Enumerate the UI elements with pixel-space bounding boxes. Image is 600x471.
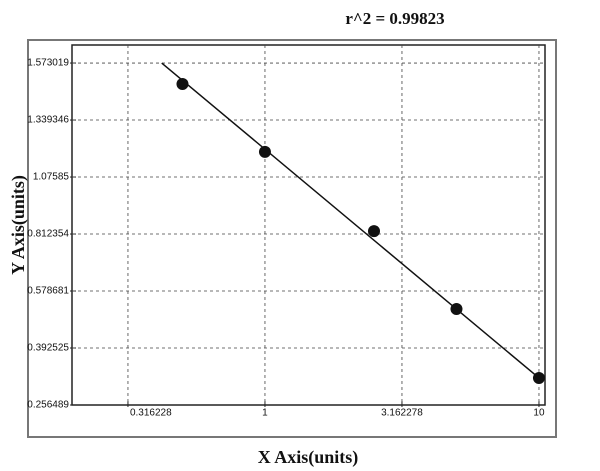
y-tick-label: 0.392525 <box>27 343 69 354</box>
y-tick-label: 0.256489 <box>27 400 69 411</box>
y-tick-label: 1.339346 <box>27 115 69 126</box>
data-point <box>367 225 380 238</box>
y-tick-label: 0.578681 <box>27 286 69 297</box>
x-tick-label: 10 <box>533 408 545 419</box>
y-tick-label: 1.07585 <box>33 172 70 183</box>
y-tick-label: 0.812354 <box>27 229 69 240</box>
x-tick-label: 1 <box>262 408 268 419</box>
x-axis-label: X Axis(units) <box>258 447 359 468</box>
fit-line <box>161 62 540 379</box>
data-point <box>532 371 545 384</box>
y-tick-label: 1.573019 <box>27 58 69 69</box>
plot-area <box>71 44 546 406</box>
x-tick-label: 0.316228 <box>130 408 172 419</box>
frame <box>27 39 557 438</box>
data-point <box>258 145 271 158</box>
data-point <box>176 78 189 91</box>
x-tick-label: 3.162278 <box>381 408 423 419</box>
chart-title: r^2 = 0.99823 <box>345 9 444 28</box>
y-axis-label: Y Axis(units) <box>8 175 29 275</box>
data-point <box>450 302 463 315</box>
